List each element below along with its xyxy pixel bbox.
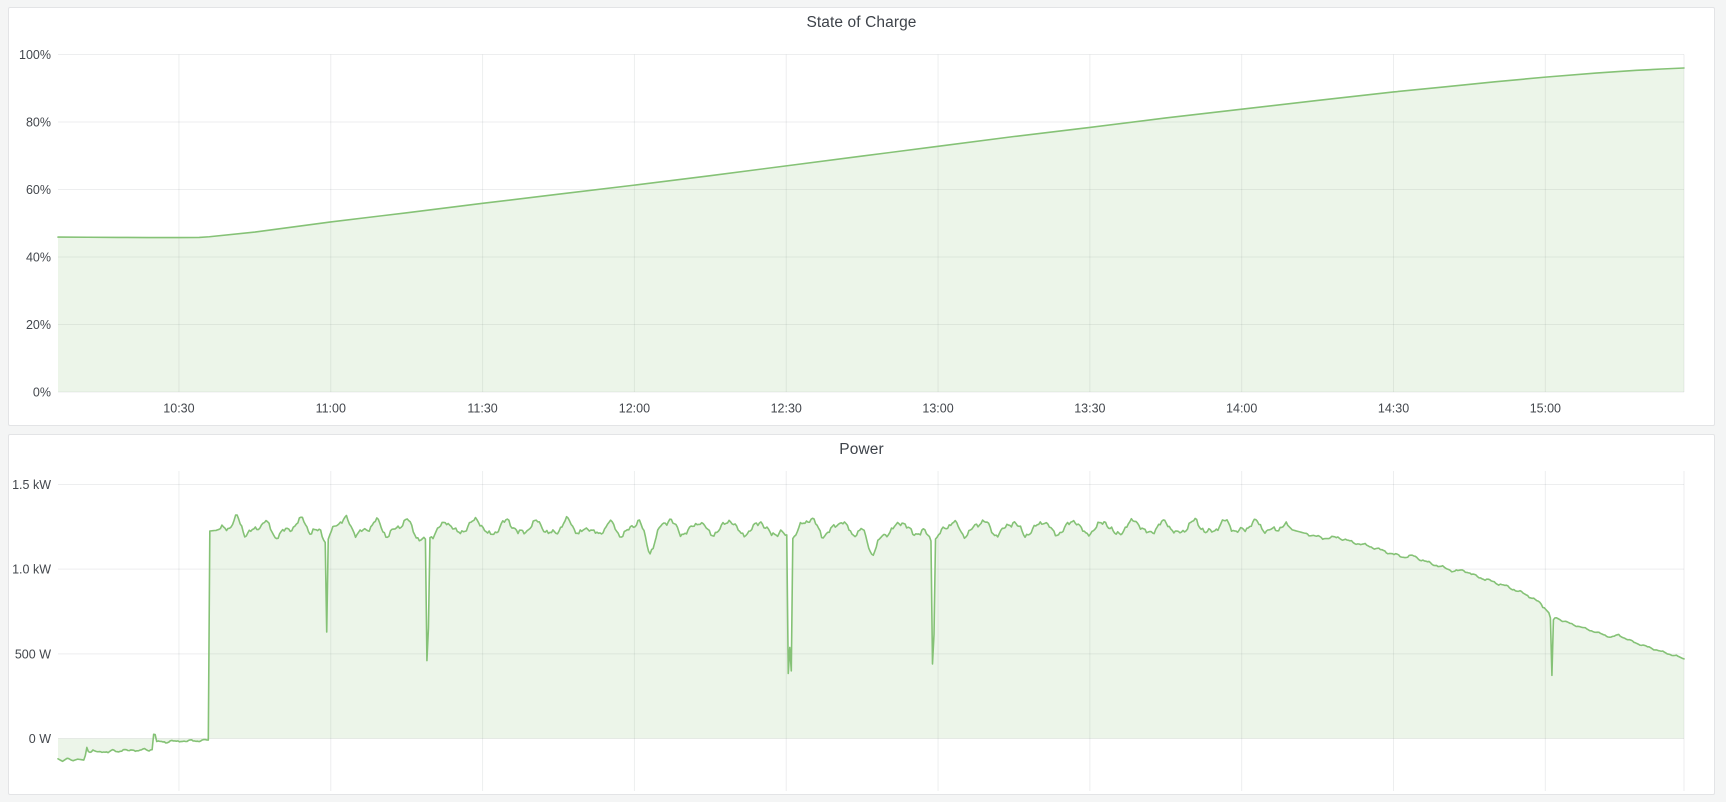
panel-title-power[interactable]: Power (839, 441, 884, 458)
svg-text:15:00: 15:00 (1530, 402, 1561, 416)
svg-text:14:00: 14:00 (1226, 402, 1257, 416)
svg-text:1.0 kW: 1.0 kW (12, 563, 51, 577)
svg-text:0 W: 0 W (29, 732, 51, 746)
svg-text:10:30: 10:30 (163, 402, 194, 416)
state-of-charge-chart[interactable]: 0% 20% 40% 60% 80% 100% 10:30 11:00 11:30 12:00 12… (9, 8, 1714, 425)
svg-text:0%: 0% (33, 386, 51, 400)
panel-title-state-of-charge[interactable]: State of Charge (806, 14, 917, 31)
svg-text:13:00: 13:00 (922, 402, 953, 416)
svg-text:500 W: 500 W (15, 647, 51, 661)
panel-state-of-charge: State of Charge 0% 20% 40% 60% 80% 100% 10:30 1… (8, 7, 1715, 426)
panel-power: Power 0 W 500 W 1.0 kW 1.5 kW (8, 434, 1715, 795)
svg-text:80%: 80% (26, 116, 51, 130)
svg-text:12:30: 12:30 (771, 402, 802, 416)
svg-text:13:30: 13:30 (1074, 402, 1105, 416)
svg-text:11:00: 11:00 (316, 402, 346, 416)
svg-text:1.5 kW: 1.5 kW (12, 478, 51, 492)
svg-text:20%: 20% (26, 318, 51, 332)
svg-text:40%: 40% (26, 251, 51, 265)
svg-text:12:00: 12:00 (619, 402, 650, 416)
power-chart[interactable]: 0 W 500 W 1.0 kW 1.5 kW (9, 435, 1714, 794)
svg-text:11:30: 11:30 (467, 402, 497, 416)
svg-text:14:30: 14:30 (1378, 402, 1409, 416)
svg-text:100%: 100% (19, 48, 51, 62)
svg-text:60%: 60% (26, 183, 51, 197)
